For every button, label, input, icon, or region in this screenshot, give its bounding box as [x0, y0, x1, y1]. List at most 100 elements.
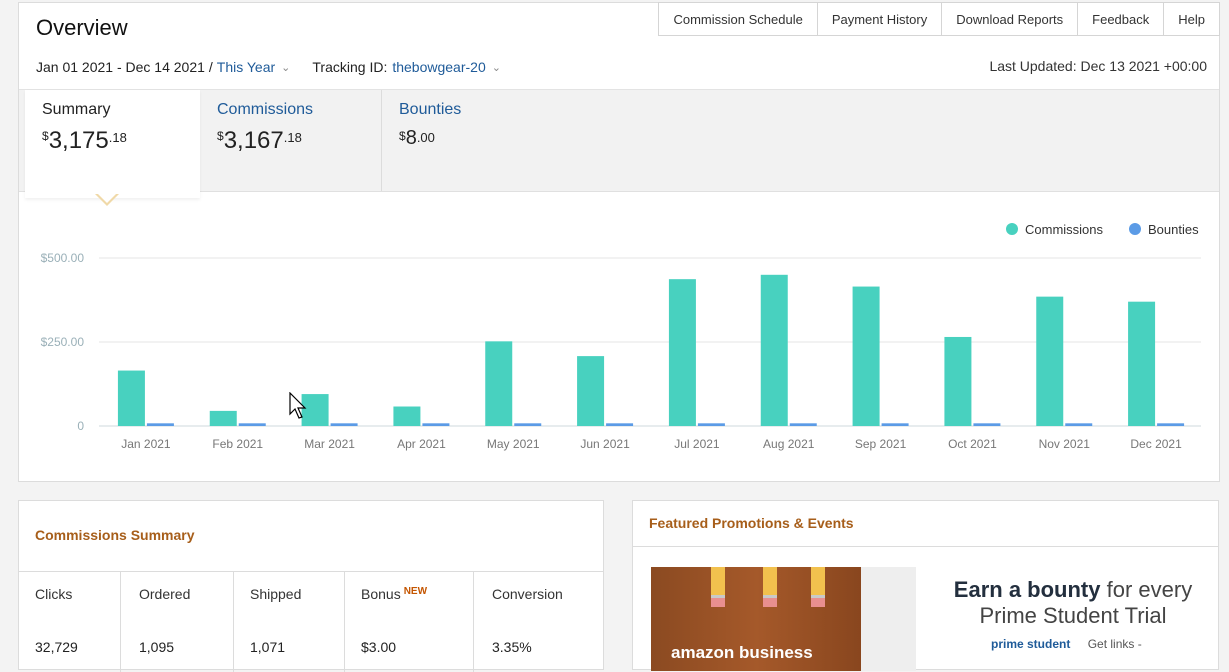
tab-label: Summary: [42, 101, 111, 118]
tab-bounties[interactable]: Bounties $8.00: [382, 90, 582, 191]
tab-label: Bounties: [399, 101, 462, 118]
stat-bonus: Bonus NEW $3.00: [345, 572, 474, 672]
commission-bar: [577, 356, 605, 426]
bounty-bar: [881, 423, 909, 426]
amazon-business-logo: amazon business: [671, 643, 813, 662]
y-tick-label: 0: [77, 419, 84, 433]
bounty-bar: [146, 423, 174, 426]
commission-bar: [209, 410, 237, 426]
x-tick-label: Aug 2021: [763, 437, 815, 451]
feedback-button[interactable]: Feedback: [1078, 2, 1165, 36]
tab-commissions[interactable]: Commissions $3,167.18: [200, 90, 382, 191]
headline-rest: for every: [1106, 577, 1193, 602]
bounty-bar: [514, 423, 542, 426]
commission-bar: [760, 274, 788, 426]
commission-bar: [1036, 296, 1064, 426]
currency-symbol: $: [217, 129, 224, 143]
y-tick-label: $250.00: [41, 335, 85, 349]
x-tick-label: May 2021: [487, 437, 540, 451]
stat-value: 32,729: [35, 639, 78, 655]
stat-value: $3.00: [361, 639, 397, 655]
amount-whole: 8: [405, 127, 417, 149]
get-links-link[interactable]: Get links -: [1087, 637, 1142, 651]
commission-bar: [117, 370, 145, 426]
overview-panel: Overview Commission Schedule Payment His…: [18, 2, 1220, 482]
bounty-bar: [697, 423, 725, 426]
bounty-bar: [238, 423, 266, 426]
stat-label: Ordered: [139, 586, 191, 602]
stat-label: Conversion: [492, 586, 563, 602]
stats-row: Clicks 32,729 Ordered 1,095 Shipped 1,07…: [19, 571, 603, 672]
headline-bold: Earn a bounty: [953, 577, 1101, 602]
prime-student-logo: prime student: [991, 637, 1071, 651]
period-separator: /: [208, 59, 213, 75]
stat-shipped: Shipped 1,071: [234, 572, 345, 672]
x-tick-label: Nov 2021: [1039, 437, 1091, 451]
bounty-bar: [330, 423, 358, 426]
date-range: Jan 01 2021 - Dec 14 2021: [36, 59, 205, 75]
featured-title: Featured Promotions & Events: [649, 515, 854, 531]
active-tab-caret: [95, 193, 119, 206]
earnings-chart: 0 $250.00 $500.00 Jan 2021 Feb 2021 Mar 2021 A…: [41, 222, 1201, 451]
tab-amount: $8.00: [399, 127, 565, 150]
commission-bar: [944, 336, 972, 426]
amount-cents: .18: [108, 130, 127, 145]
stat-value: 3.35%: [492, 639, 532, 655]
chevron-down-icon[interactable]: ⌄: [281, 61, 291, 74]
stat-value: 1,071: [250, 639, 286, 655]
currency-symbol: $: [399, 129, 406, 143]
prime-student-promo-headline[interactable]: Earn a bounty for every Prime Student Tr…: [933, 577, 1213, 629]
currency-symbol: $: [42, 129, 49, 143]
last-updated: Last Updated: Dec 13 2021 +00:00: [989, 58, 1207, 74]
chevron-down-icon[interactable]: ⌄: [491, 61, 501, 74]
amount-whole: 3,167: [223, 127, 284, 154]
tab-label: Commissions: [217, 101, 314, 118]
legend-label: Commissions: [1025, 222, 1104, 237]
headline-line2: Prime Student Trial: [979, 603, 1167, 628]
download-reports-button[interactable]: Download Reports: [942, 2, 1079, 36]
page-title: Overview: [36, 15, 128, 40]
bounty-bar: [606, 423, 634, 426]
bounty-bar: [1065, 423, 1093, 426]
tracking-id-label: Tracking ID:: [312, 59, 388, 75]
amount-cents: .18: [283, 130, 302, 145]
mouse-cursor-icon: [289, 392, 307, 419]
commission-bar: [301, 394, 329, 426]
stat-value: 1,095: [139, 639, 175, 655]
commissions-summary-panel: Commissions Summary Clicks 32,729 Ordere…: [18, 500, 604, 672]
pencil-graphic: [763, 567, 777, 607]
bounty-bar: [789, 423, 817, 426]
commissions-summary-title: Commissions Summary: [35, 527, 195, 543]
pencil-graphic: [811, 567, 825, 607]
x-tick-label: Oct 2021: [948, 437, 997, 451]
commission-schedule-button[interactable]: Commission Schedule: [658, 2, 818, 36]
x-tick-label: Apr 2021: [397, 437, 446, 451]
divider: [633, 546, 1218, 547]
amount-whole: 3,175: [48, 127, 109, 154]
amazon-business-promo-image[interactable]: amazon business: [651, 567, 916, 671]
legend-bounties-marker: [1129, 223, 1141, 235]
stat-conversion: Conversion 3.35%: [474, 572, 603, 672]
tracking-id-dropdown[interactable]: thebowgear-20: [392, 59, 486, 75]
commission-bar: [393, 406, 421, 426]
x-tick-label: Sep 2021: [855, 437, 907, 451]
bounty-bar: [1157, 423, 1185, 426]
tab-amount: $3,167.18: [217, 127, 364, 155]
prime-student-line: prime student Get links -: [991, 637, 1142, 651]
period-dropdown[interactable]: This Year: [216, 59, 276, 75]
payment-history-button[interactable]: Payment History: [817, 2, 943, 36]
y-tick-label: $500.00: [41, 251, 85, 265]
commission-bar: [668, 279, 696, 426]
bounty-bar: [973, 423, 1001, 426]
summary-tabs: Summary $3,175.18 Commissions $3,167.18 …: [19, 89, 1219, 206]
help-button[interactable]: Help: [1164, 2, 1220, 36]
x-tick-label: Jan 2021: [121, 437, 171, 451]
stat-ordered: Ordered 1,095: [121, 572, 234, 672]
tab-summary[interactable]: Summary $3,175.18: [25, 90, 200, 198]
x-tick-label: Dec 2021: [1130, 437, 1182, 451]
date-filter-bar: Jan 01 2021 - Dec 14 2021 / This Year ⌄ …: [36, 59, 523, 75]
commission-bar: [852, 286, 880, 426]
stat-label-text: Bonus: [361, 586, 401, 602]
tab-amount: $3,175.18: [42, 127, 183, 155]
commission-bar: [485, 341, 513, 426]
